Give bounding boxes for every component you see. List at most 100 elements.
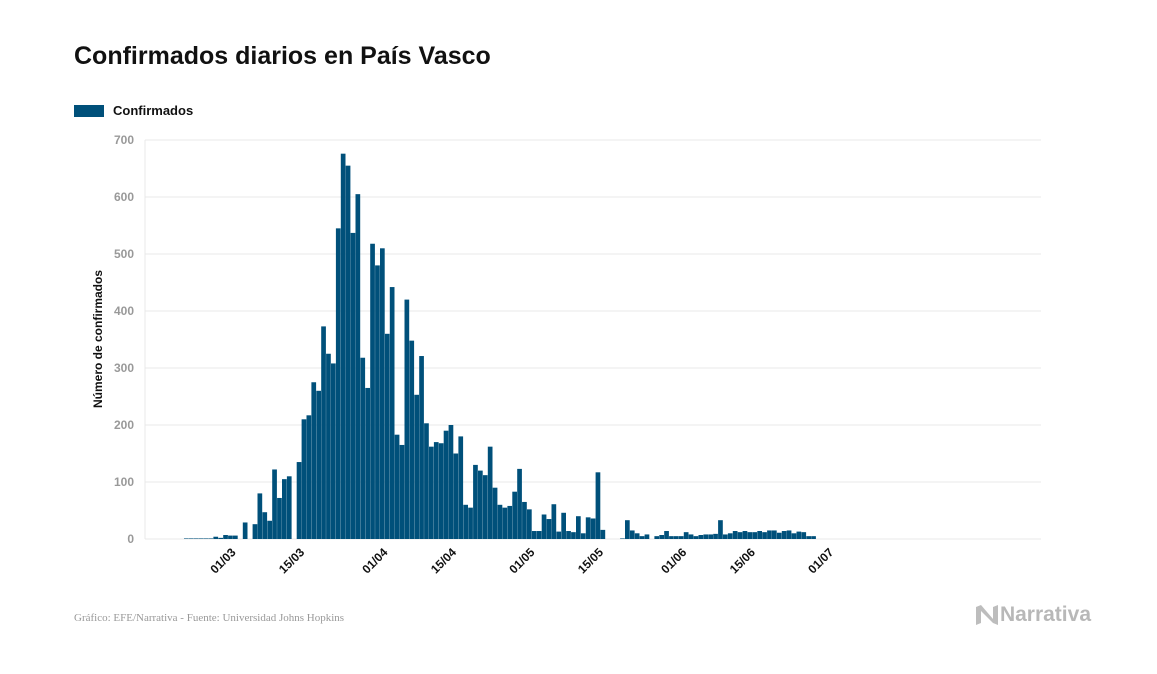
bar (585, 517, 591, 539)
bar (350, 232, 356, 539)
bar (718, 520, 723, 539)
gridlines (145, 139, 1041, 540)
legend: Confirmados (74, 103, 193, 118)
bar (414, 394, 419, 539)
bar (380, 248, 385, 540)
bar (708, 534, 713, 539)
bar (527, 509, 532, 539)
bar (752, 532, 758, 539)
bar (497, 504, 503, 539)
bar (282, 479, 287, 539)
x-tick-label: 15/05 (575, 545, 606, 576)
bar (654, 536, 660, 539)
bar (355, 194, 361, 539)
bar (228, 535, 233, 539)
bar (561, 512, 566, 539)
bar (443, 430, 449, 539)
bar (541, 514, 547, 539)
bar (531, 531, 537, 539)
bar (781, 531, 787, 539)
bar (188, 538, 194, 539)
bar (277, 497, 282, 539)
y-tick-label: 600 (114, 190, 134, 204)
bar (713, 533, 718, 539)
bar (321, 326, 326, 539)
y-axis: 0 100 200 300 400 500 600 700 (114, 133, 146, 546)
bar (370, 243, 375, 540)
bar (487, 446, 493, 539)
bar (458, 436, 464, 539)
bar (262, 512, 268, 539)
bar (389, 287, 395, 539)
bar (198, 538, 204, 539)
bar (482, 475, 488, 539)
x-tick-label: 01/05 (506, 545, 537, 576)
bar (326, 353, 331, 539)
bar (492, 487, 498, 539)
bar (463, 504, 468, 539)
x-axis: 01/03 15/03 01/04 15/04 01/05 15/05 01/06 15/06… (207, 545, 836, 576)
bar (625, 520, 630, 539)
bar (546, 519, 552, 539)
bar (566, 531, 571, 539)
y-tick-label: 700 (114, 133, 134, 147)
bar (242, 522, 248, 539)
bar (806, 536, 811, 539)
bar (335, 228, 341, 539)
bar (767, 530, 772, 539)
bar (629, 530, 635, 539)
bar (776, 532, 782, 539)
bar (193, 538, 199, 539)
bar (218, 537, 223, 539)
legend-swatch (74, 104, 104, 117)
bar (453, 453, 459, 539)
bar (772, 530, 777, 539)
bar (683, 532, 689, 539)
bar (576, 516, 581, 539)
bar (571, 532, 576, 539)
bar (252, 524, 258, 539)
bar (365, 387, 370, 539)
bar (473, 464, 478, 539)
bar (267, 520, 272, 539)
bar (698, 535, 704, 539)
y-tick-label: 100 (114, 475, 134, 489)
bar (233, 535, 238, 539)
y-tick-label: 200 (114, 418, 134, 432)
bar (762, 532, 767, 539)
bar (468, 507, 473, 539)
bar (203, 538, 209, 539)
bar (184, 538, 189, 539)
bar (620, 538, 625, 539)
bar (723, 534, 728, 539)
bar (424, 423, 429, 539)
bar (507, 505, 513, 539)
bar (590, 518, 596, 539)
bar (811, 536, 816, 539)
bar (757, 531, 762, 539)
bar (669, 536, 674, 539)
bar (296, 462, 302, 539)
bar (536, 531, 542, 539)
bar (272, 469, 277, 539)
bar (737, 532, 743, 539)
bar (551, 504, 557, 539)
bar (678, 536, 684, 539)
bar (693, 536, 699, 539)
bar (517, 468, 522, 539)
bar (742, 531, 748, 539)
bar (644, 534, 650, 539)
bar (634, 533, 640, 539)
x-tick-label: 01/03 (207, 545, 238, 576)
bar (429, 446, 434, 539)
bar (213, 536, 219, 539)
source-note: Gráfico: EFE/Narrativa - Fuente: Univers… (74, 612, 345, 624)
bar (399, 444, 405, 539)
brand: Narrativa (975, 603, 1091, 627)
bar (438, 443, 444, 539)
bar (404, 299, 410, 539)
bar (580, 533, 586, 539)
bar (703, 534, 709, 539)
bar (727, 533, 733, 539)
